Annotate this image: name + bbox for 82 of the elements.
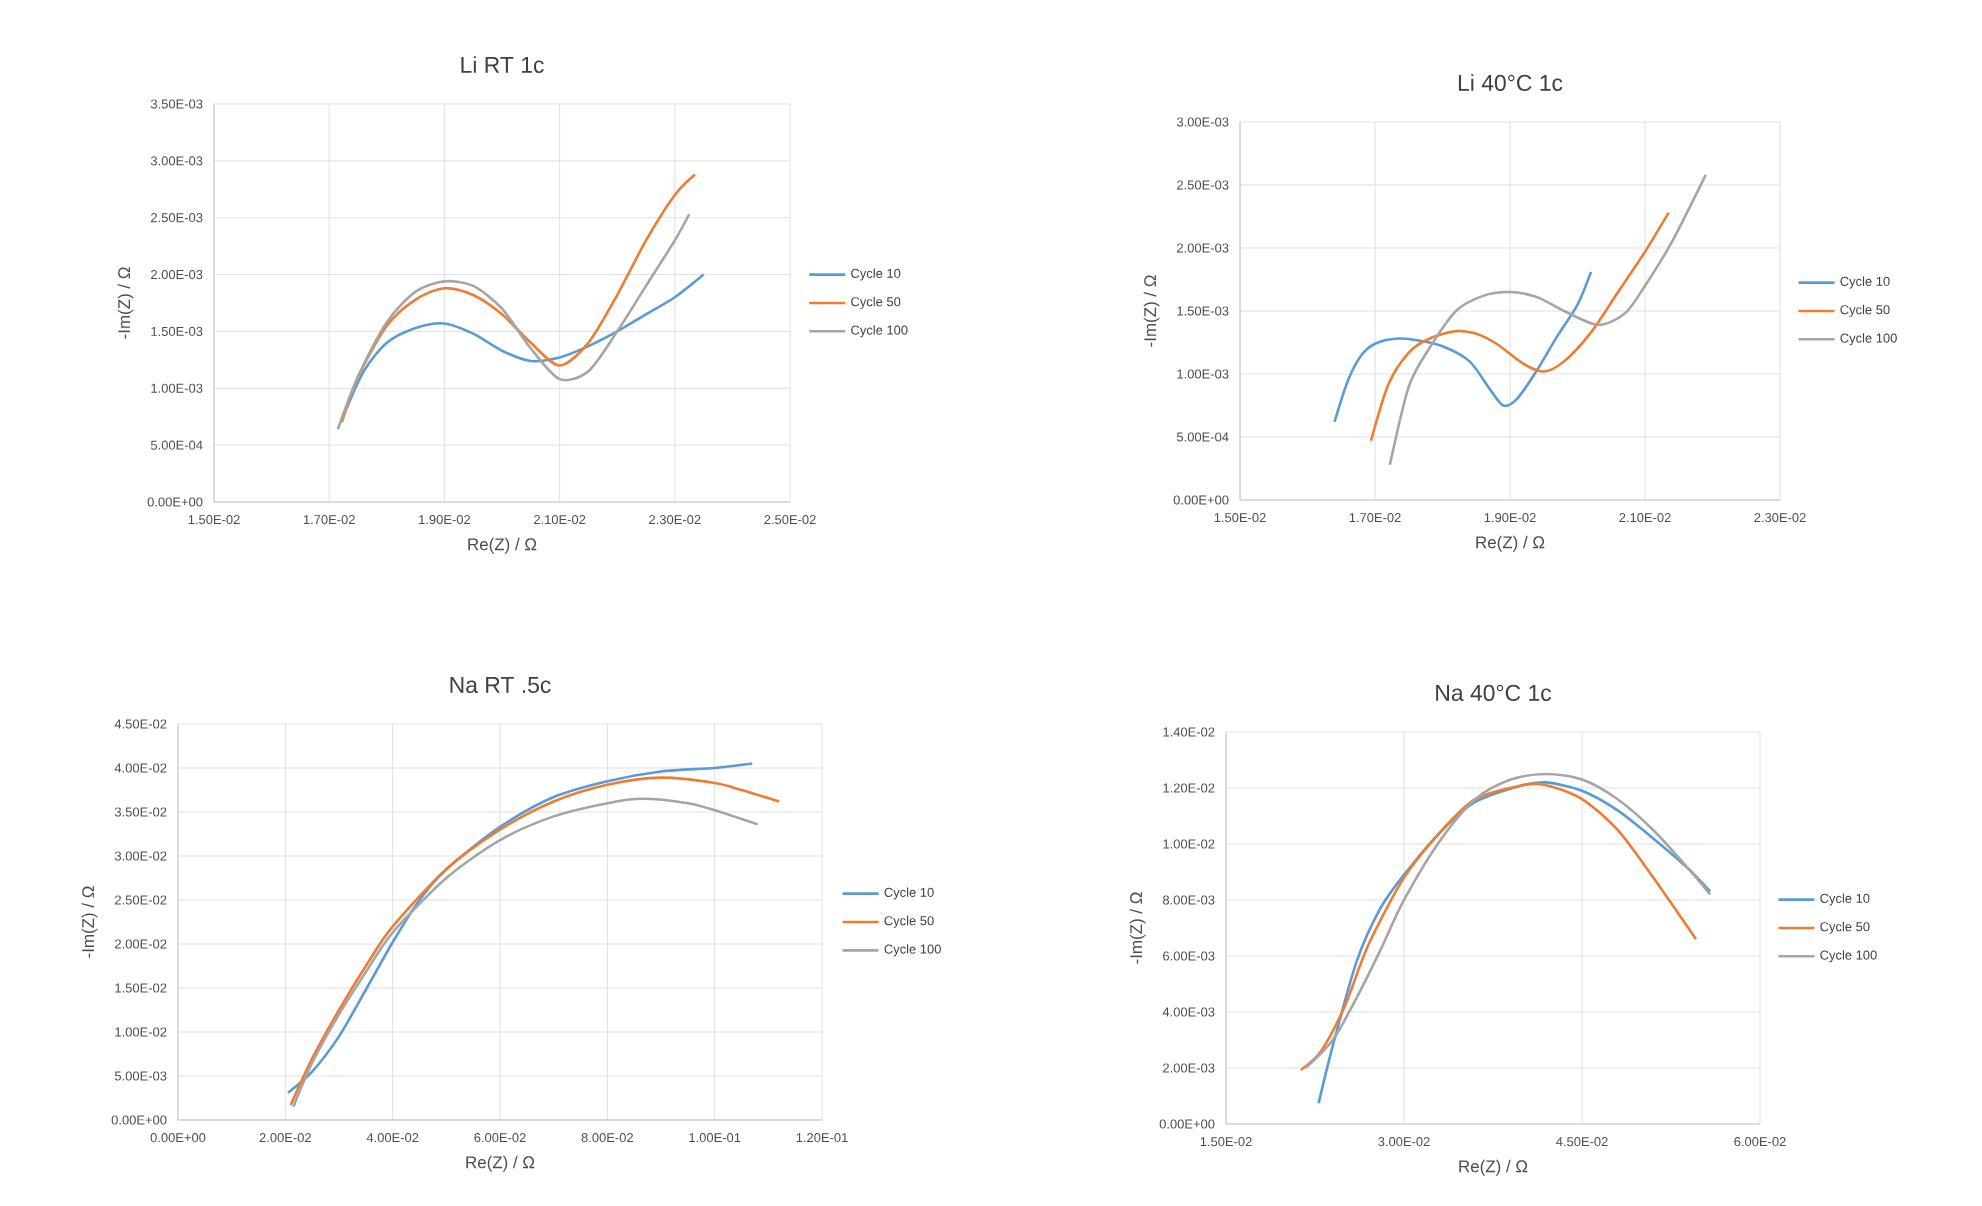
y-tick-label: 3.00E-03 [1176, 117, 1229, 127]
y-tick-label: 4.00E-02 [114, 763, 167, 773]
x-tick-label: 2.00E-02 [259, 1133, 311, 1143]
y-tick-label: 0.00E+00 [111, 1115, 167, 1125]
chart-title: Na RT .5c [450, 677, 551, 693]
y-tick-label: 2.00E-03 [151, 269, 203, 280]
y-tick-label: 0.00E+00 [1159, 1119, 1215, 1129]
y-tick-label: 1.20E-02 [1163, 783, 1215, 793]
y-tick-label: 5.00E-03 [114, 1071, 167, 1081]
legend-label: Cycle 100 [884, 944, 941, 957]
y-tick-label: 2.50E-03 [1177, 180, 1229, 190]
x-tick-label: 2.30E-02 [649, 515, 701, 525]
y-tick-label: 2.50E-03 [151, 213, 203, 223]
line-series [1369, 211, 1670, 443]
legend-label: Cycle 10 [1840, 276, 1890, 289]
x-tick-label: 6.00E-02 [1734, 1137, 1786, 1147]
x-tick-label: 8.00E-02 [581, 1133, 633, 1143]
y-tick-label: 5.00E-04 [150, 440, 203, 450]
x-tick-label: 2.10E-02 [1619, 513, 1671, 523]
y-tick-label: 1.40E-02 [1163, 727, 1215, 737]
legend-label: Cycle 50 [1840, 304, 1890, 317]
y-tick-label: 3.50E-02 [114, 807, 167, 817]
legend-label: Cycle 10 [851, 268, 901, 281]
x-axis-title: Re(Z) / Ω [468, 537, 537, 554]
y-tick-label: 3.50E-03 [150, 99, 203, 109]
x-axis-title: Re(Z) / Ω [1459, 1159, 1528, 1176]
line-series [1333, 270, 1593, 424]
y-tick-label: 3.00E-03 [150, 156, 203, 166]
legend-label: Cycle 10 [884, 887, 934, 900]
legend-label: Cycle 100 [851, 325, 908, 338]
x-tick-label: 1.70E-02 [303, 515, 355, 525]
chart-title: Li RT 1c [461, 56, 544, 73]
y-axis-title: -Im(Z) / Ω [117, 267, 134, 339]
x-tick-label: 4.50E-02 [1556, 1137, 1608, 1147]
y-tick-label: 1.50E-03 [1177, 306, 1229, 316]
x-tick-label: 2.50E-02 [764, 515, 816, 525]
x-tick-label: 4.00E-02 [366, 1133, 419, 1143]
y-tick-label: 3.00E-02 [114, 851, 167, 861]
x-tick-label: 6.00E-02 [474, 1133, 526, 1143]
y-axis-title: -Im(Z) / Ω [1129, 892, 1146, 964]
x-tick-label: 1.50E-02 [1214, 513, 1266, 523]
y-tick-label: 1.50E-02 [115, 983, 167, 993]
x-axis-title: Re(Z) / Ω [466, 1155, 535, 1172]
y-tick-label: 0.00E+00 [1173, 495, 1229, 505]
x-tick-label: 1.50E-02 [188, 515, 240, 525]
y-tick-label: 1.00E-03 [151, 383, 203, 393]
x-tick-label: 1.00E-01 [689, 1133, 741, 1143]
x-tick-label: 1.50E-02 [1200, 1137, 1252, 1147]
x-tick-label: 1.90E-02 [1484, 513, 1536, 523]
legend-label: Cycle 50 [851, 296, 901, 309]
y-tick-label: 0.00E+00 [147, 497, 203, 507]
y-tick-label: 6.00E-03 [1163, 951, 1215, 961]
x-tick-label: 3.00E-02 [1378, 1137, 1430, 1147]
y-tick-label: 1.00E-02 [1163, 839, 1215, 849]
x-axis-title: Re(Z) / Ω [1476, 535, 1545, 552]
legend-label: Cycle 100 [1820, 950, 1877, 963]
y-tick-label: 1.00E-03 [1177, 369, 1229, 379]
legend-label: Cycle 50 [1820, 921, 1870, 934]
legend-label: Cycle 100 [1840, 333, 1897, 346]
y-tick-label: 1.50E-03 [151, 326, 203, 336]
y-tick-label: 4.00E-03 [1162, 1007, 1215, 1017]
y-tick-label: 2.00E-03 [1163, 1063, 1215, 1073]
y-tick-label: 8.00E-03 [1162, 895, 1215, 905]
y-tick-label: 2.00E-03 [1177, 243, 1229, 253]
y-axis-title: -Im(Z) / Ω [81, 886, 98, 958]
y-tick-label: 2.00E-02 [115, 939, 167, 949]
line-series [1388, 173, 1708, 466]
y-tick-label: 1.00E-02 [115, 1027, 167, 1037]
legend-label: Cycle 50 [884, 915, 934, 928]
x-tick-label: 1.20E-01 [796, 1133, 848, 1143]
legend-label: Cycle 10 [1820, 893, 1870, 906]
y-tick-label: 4.50E-02 [114, 719, 167, 729]
line-series [336, 212, 691, 431]
x-tick-label: 1.90E-02 [419, 515, 471, 525]
x-tick-label: 2.10E-02 [533, 515, 586, 525]
chart-title: Na 40°C 1c [1436, 684, 1552, 701]
x-tick-label: 2.30E-02 [1754, 513, 1806, 523]
y-tick-label: 2.50E-02 [115, 895, 167, 905]
x-tick-label: 1.70E-02 [1349, 513, 1401, 523]
chart-title: Li 40°C 1c [1458, 74, 1563, 91]
y-tick-label: 5.00E-04 [1176, 432, 1229, 442]
y-axis-title: -Im(Z) / Ω [1143, 275, 1160, 347]
